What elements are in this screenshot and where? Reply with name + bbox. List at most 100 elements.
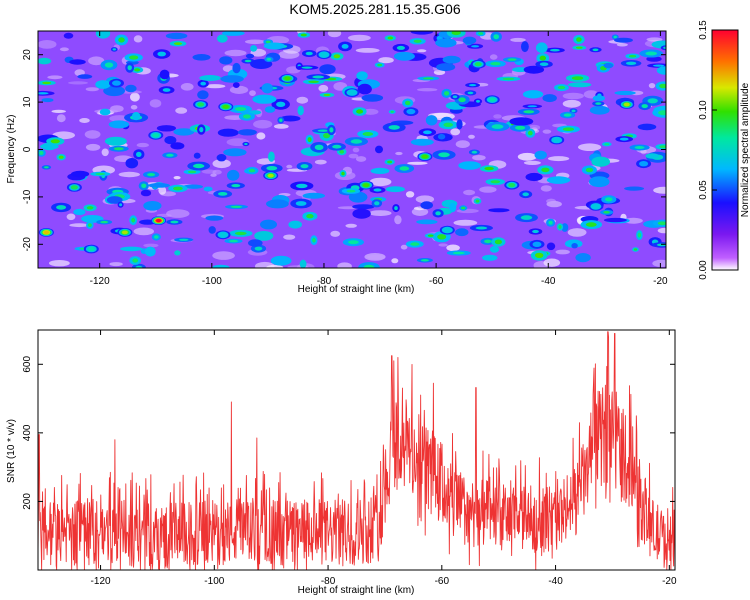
spectrogram-blob-core — [475, 226, 488, 230]
spectrogram-blob-core — [647, 98, 658, 104]
spectrogram-peak — [532, 241, 542, 247]
spectrogram-blob — [73, 208, 86, 216]
spectrogram-peak — [156, 219, 162, 223]
spectrogram-patch — [395, 151, 403, 156]
spectrogram-marks — [38, 31, 666, 268]
spectrogram-blob-core — [329, 127, 334, 133]
spectrogram-blob-core — [88, 223, 92, 228]
x-tick-label: -60 — [429, 276, 444, 287]
spectrogram-patch — [210, 173, 217, 177]
spectrogram-blob-core — [515, 125, 526, 130]
spectrogram-blob-core — [50, 139, 60, 144]
spectrogram-blob-core — [42, 81, 52, 85]
spectrogram-blob — [568, 82, 592, 88]
spectrogram-blob-core — [187, 170, 197, 174]
spectrogram-peak — [320, 52, 328, 57]
spectrogram-blob-core — [522, 192, 529, 197]
snr-y-axis: 200 400 600 — [22, 356, 675, 510]
spectrogram-blob-core — [104, 62, 114, 68]
spectrogram-patch — [616, 43, 628, 47]
spectrogram-blob-core — [603, 211, 610, 214]
spectrogram-blob-core — [234, 231, 247, 236]
spectrogram-blob — [99, 108, 111, 116]
spectrogram-blob — [193, 152, 201, 159]
spectrogram-blob-core — [100, 220, 109, 224]
spectrogram-blob-core — [350, 139, 363, 144]
spectrogram-patch — [548, 156, 570, 162]
spectrogram-blob — [103, 85, 125, 97]
spectrogram-blob-core — [135, 265, 143, 268]
spectrogram-blob — [237, 129, 257, 136]
spectrogram-peak — [508, 183, 516, 188]
spectrogram-patch — [562, 92, 584, 100]
spectrogram-blob-core — [476, 99, 480, 103]
spectrogram-patch — [327, 31, 342, 38]
spectrogram-blob-core — [132, 258, 139, 263]
spectrogram-patch — [212, 169, 222, 175]
spectrogram-blob — [352, 208, 371, 219]
spectrogram-patch — [657, 227, 666, 234]
y-tick-label: 20 — [22, 49, 33, 61]
spectrogram-blob-core — [493, 34, 500, 40]
spectrogram-peak — [363, 183, 369, 188]
spectrogram-patch — [249, 90, 256, 96]
spectrogram-peak — [443, 228, 451, 233]
spectrogram-blob — [455, 228, 469, 237]
spectrogram-blob-core — [312, 237, 316, 243]
spectrogram-blob — [143, 201, 162, 211]
spectrogram-patch — [88, 56, 105, 66]
spectrogram-peak — [592, 204, 600, 209]
spectrogram-blob-core — [663, 46, 666, 49]
spectrogram-patch — [623, 217, 643, 224]
spectrogram-blob-core — [491, 124, 504, 129]
spectrogram-blob-core — [576, 37, 582, 42]
spectrogram-blob-core — [44, 166, 49, 169]
spectrogram-blob — [217, 128, 239, 137]
y-tick-label: 10 — [22, 96, 33, 108]
spectrogram-blob — [108, 120, 130, 129]
spectrogram-blob-core — [659, 83, 666, 89]
spectrogram-blob — [437, 133, 446, 140]
x-tick-label: -120 — [91, 576, 111, 587]
spectrogram-patch — [567, 228, 587, 237]
spectrogram-blob-core — [244, 59, 252, 63]
spectrogram-blob-core — [438, 152, 450, 158]
spectrogram-patch — [362, 108, 379, 115]
spectrogram-blob — [156, 125, 176, 132]
spectrogram-blob-core — [527, 130, 533, 136]
spectrogram-peak — [121, 230, 128, 235]
spectrogram-blob-core — [170, 220, 179, 224]
snr-panel: -120 -100 -80 -60 -40 -20 200 400 600 Height of… — [6, 329, 677, 596]
spectrogram-blob — [319, 64, 336, 75]
spectrogram-blob — [192, 54, 211, 61]
y-tick-label: 400 — [22, 424, 33, 441]
spectrogram-blob — [420, 201, 434, 210]
spectrogram-blob-core — [58, 155, 64, 159]
spectrogram-blob — [656, 66, 666, 75]
spectrogram-patch — [166, 209, 190, 218]
spectrogram-blob — [174, 250, 181, 256]
spectrogram-blob-core — [162, 88, 171, 92]
spectrogram-blob — [223, 148, 247, 157]
spectrogram-blob — [250, 45, 258, 52]
spectrogram-blob-core — [502, 77, 515, 81]
spectrogram-patch — [337, 262, 352, 268]
spectrogram-patch — [56, 114, 66, 123]
spectrogram-blob — [458, 161, 481, 170]
x-tick-label: -100 — [204, 576, 224, 587]
spectrogram-blob — [523, 65, 545, 74]
spectrogram-blob — [220, 75, 244, 83]
spectrogram-blob — [348, 191, 368, 203]
spectrogram-blob-core — [562, 127, 575, 131]
spectrogram-peak — [623, 102, 630, 107]
spectrogram-patch — [283, 234, 296, 240]
colorbar-ticks: 0.00 0.05 0.10 0.15 — [698, 20, 717, 280]
spectrogram-blob — [260, 219, 277, 230]
spectrogram-blob-core — [527, 105, 538, 108]
spectrogram-blob-core — [494, 239, 502, 245]
spectrogram-blob-core — [95, 172, 106, 176]
snr-x-axis: -120 -100 -80 -60 -40 -20 — [91, 330, 677, 587]
spectrogram-blob — [280, 115, 301, 122]
spectrogram-patch — [47, 75, 63, 80]
spectrogram-patch — [51, 109, 66, 113]
